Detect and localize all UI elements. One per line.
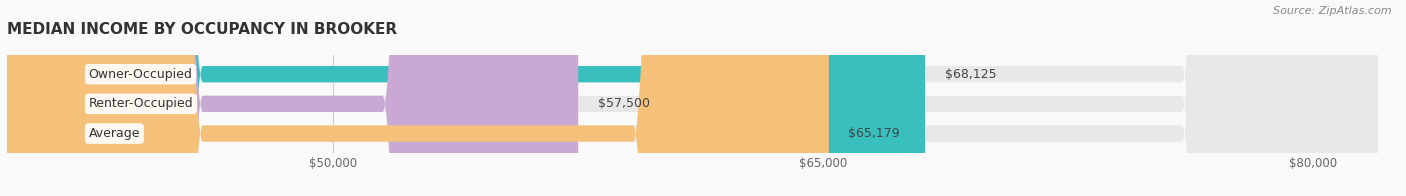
FancyBboxPatch shape: [7, 0, 578, 196]
FancyBboxPatch shape: [7, 0, 1378, 196]
FancyBboxPatch shape: [7, 0, 830, 196]
Text: Source: ZipAtlas.com: Source: ZipAtlas.com: [1274, 6, 1392, 16]
Text: $68,125: $68,125: [945, 68, 997, 81]
Text: Average: Average: [89, 127, 141, 140]
Text: Owner-Occupied: Owner-Occupied: [89, 68, 193, 81]
FancyBboxPatch shape: [7, 0, 1378, 196]
Text: $57,500: $57,500: [598, 97, 650, 110]
Text: Renter-Occupied: Renter-Occupied: [89, 97, 193, 110]
Text: MEDIAN INCOME BY OCCUPANCY IN BROOKER: MEDIAN INCOME BY OCCUPANCY IN BROOKER: [7, 22, 396, 37]
Text: $65,179: $65,179: [848, 127, 900, 140]
FancyBboxPatch shape: [7, 0, 925, 196]
FancyBboxPatch shape: [7, 0, 1378, 196]
